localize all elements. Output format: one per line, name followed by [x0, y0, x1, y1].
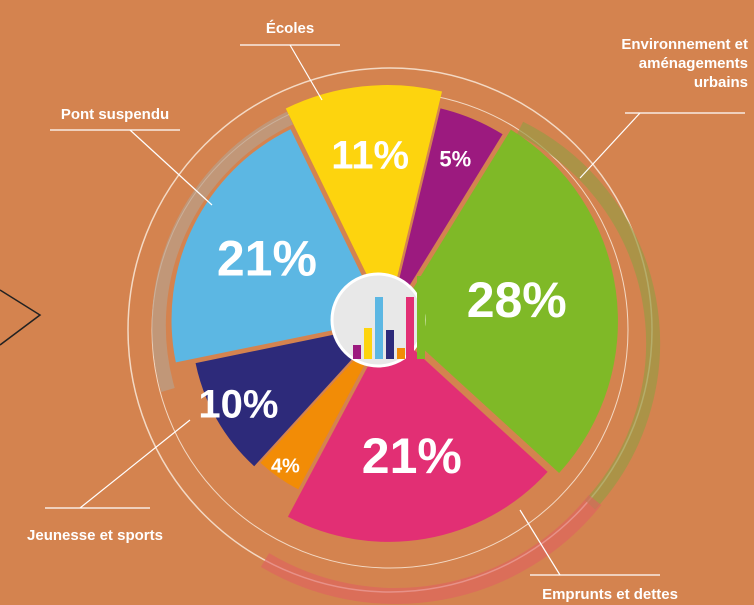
ring-arc: [151, 111, 294, 392]
slice: [285, 85, 443, 318]
center-icon: [330, 272, 426, 368]
label: Écoles: [265, 20, 315, 37]
value-label: 11%: [331, 134, 409, 178]
value-label: 21%: [217, 231, 317, 287]
label: Jeunesse et sports: [27, 527, 163, 544]
chevron: [0, 289, 42, 346]
slice: [195, 324, 384, 467]
label: Pont suspendu: [60, 106, 170, 123]
ring-arc: [260, 495, 602, 604]
slice: [287, 326, 548, 542]
label: Emprunts et dettes: [542, 586, 678, 603]
label: Environnement et aménagements urbains: [621, 36, 748, 91]
slice: [260, 326, 386, 490]
value-label: 4%: [271, 456, 300, 478]
ring-arc: [516, 121, 661, 510]
slice: [389, 108, 503, 318]
value-label: 10%: [198, 383, 278, 427]
value-label: 21%: [362, 428, 462, 484]
value-label: 5%: [439, 146, 471, 171]
slice: [392, 129, 618, 474]
value-label: 28%: [467, 272, 567, 328]
leader-lines: [45, 44, 745, 576]
slice: [171, 129, 384, 363]
